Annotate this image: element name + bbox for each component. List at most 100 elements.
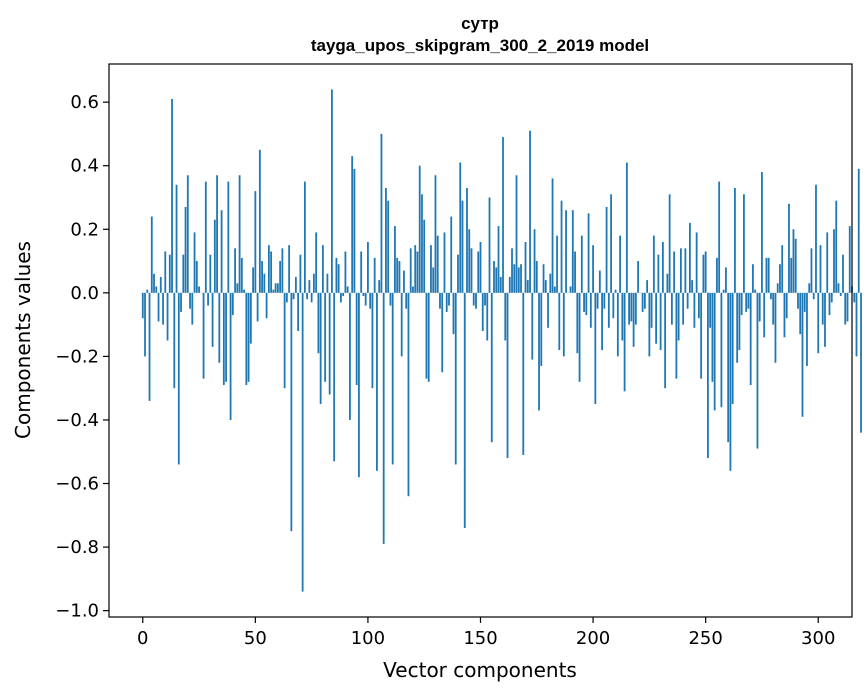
bar: [434, 175, 437, 293]
bar: [254, 191, 257, 293]
bar: [452, 292, 455, 335]
bar: [763, 292, 766, 338]
bar: [423, 219, 426, 293]
bar: [637, 261, 640, 293]
bar: [711, 292, 714, 382]
bar: [819, 245, 822, 293]
bar: [367, 241, 369, 293]
bar: [168, 254, 171, 293]
bar: [752, 264, 754, 293]
bar: [227, 181, 230, 293]
bar: [373, 257, 376, 293]
bar: [691, 280, 694, 293]
bar: [524, 241, 527, 293]
bar: [601, 292, 603, 351]
bar: [623, 292, 626, 392]
bar: [249, 292, 252, 344]
bar: [535, 261, 538, 293]
bar: [493, 261, 495, 293]
bar: [195, 261, 198, 293]
y-axis-label: Components values: [11, 241, 35, 439]
bar: [202, 292, 205, 379]
bar: [403, 270, 405, 293]
bar: [299, 254, 302, 293]
bar: [695, 232, 698, 293]
bar: [389, 292, 392, 306]
bar: [376, 292, 378, 471]
bar: [164, 251, 167, 293]
bar: [279, 261, 282, 293]
x-tick-label: 300: [801, 628, 835, 649]
bar: [718, 181, 721, 293]
bar: [432, 267, 435, 293]
bar: [698, 292, 700, 319]
x-tick-label: 0: [137, 628, 148, 649]
y-tick-label: 0.0: [70, 283, 99, 304]
bar: [468, 229, 471, 293]
bar: [353, 168, 356, 293]
bar: [450, 216, 453, 293]
bar: [414, 245, 417, 293]
bar: [828, 292, 831, 316]
bar: [659, 292, 662, 351]
bar: [321, 245, 324, 293]
bar: [240, 257, 243, 293]
bar: [247, 292, 250, 382]
bar: [198, 286, 200, 293]
y-tick-label: −0.4: [55, 410, 99, 431]
bar: [346, 286, 349, 293]
bar: [585, 292, 588, 316]
bar: [788, 203, 790, 293]
bar: [738, 292, 741, 351]
bar: [765, 257, 768, 293]
bar: [303, 181, 306, 293]
bar: [533, 229, 536, 293]
y-axis: 0.6 0.4 0.2 0.0 −0.2 −0.4 −0.6 −0.8 −1.0: [55, 92, 109, 622]
bar: [826, 232, 829, 293]
bar: [258, 149, 261, 293]
bar: [655, 292, 658, 344]
bar: [407, 292, 410, 497]
bar: [310, 292, 313, 303]
bar: [261, 261, 263, 293]
bar: [803, 292, 806, 312]
bar: [643, 292, 646, 309]
bar: [486, 292, 489, 341]
bar: [815, 184, 817, 293]
bar: [364, 292, 367, 306]
bar: [628, 292, 630, 325]
bar: [761, 172, 763, 293]
bar: [790, 257, 793, 293]
x-axis-label: Vector components: [383, 658, 577, 682]
bar: [666, 273, 669, 293]
bar: [774, 292, 777, 363]
bar: [231, 292, 234, 316]
bar: [596, 292, 599, 309]
bar: [853, 292, 856, 303]
bar: [731, 292, 734, 405]
bar: [398, 261, 401, 293]
plot-area: [141, 89, 862, 592]
plot-frame: [108, 63, 853, 618]
bar: [427, 292, 430, 382]
bar: [396, 257, 399, 293]
bar: [848, 226, 851, 293]
bar: [177, 292, 180, 465]
bar: [312, 273, 315, 293]
bar: [684, 248, 687, 293]
bar: [839, 292, 842, 297]
bar: [747, 292, 750, 309]
bar: [702, 254, 705, 293]
bar: [416, 251, 419, 293]
bar: [799, 292, 802, 335]
bar: [238, 175, 241, 293]
bar: [511, 248, 513, 293]
bar: [333, 292, 336, 462]
bar: [860, 292, 862, 433]
bar: [324, 292, 327, 382]
bar: [141, 292, 144, 319]
bar: [477, 251, 480, 293]
bar: [283, 292, 286, 389]
bar: [565, 210, 567, 293]
